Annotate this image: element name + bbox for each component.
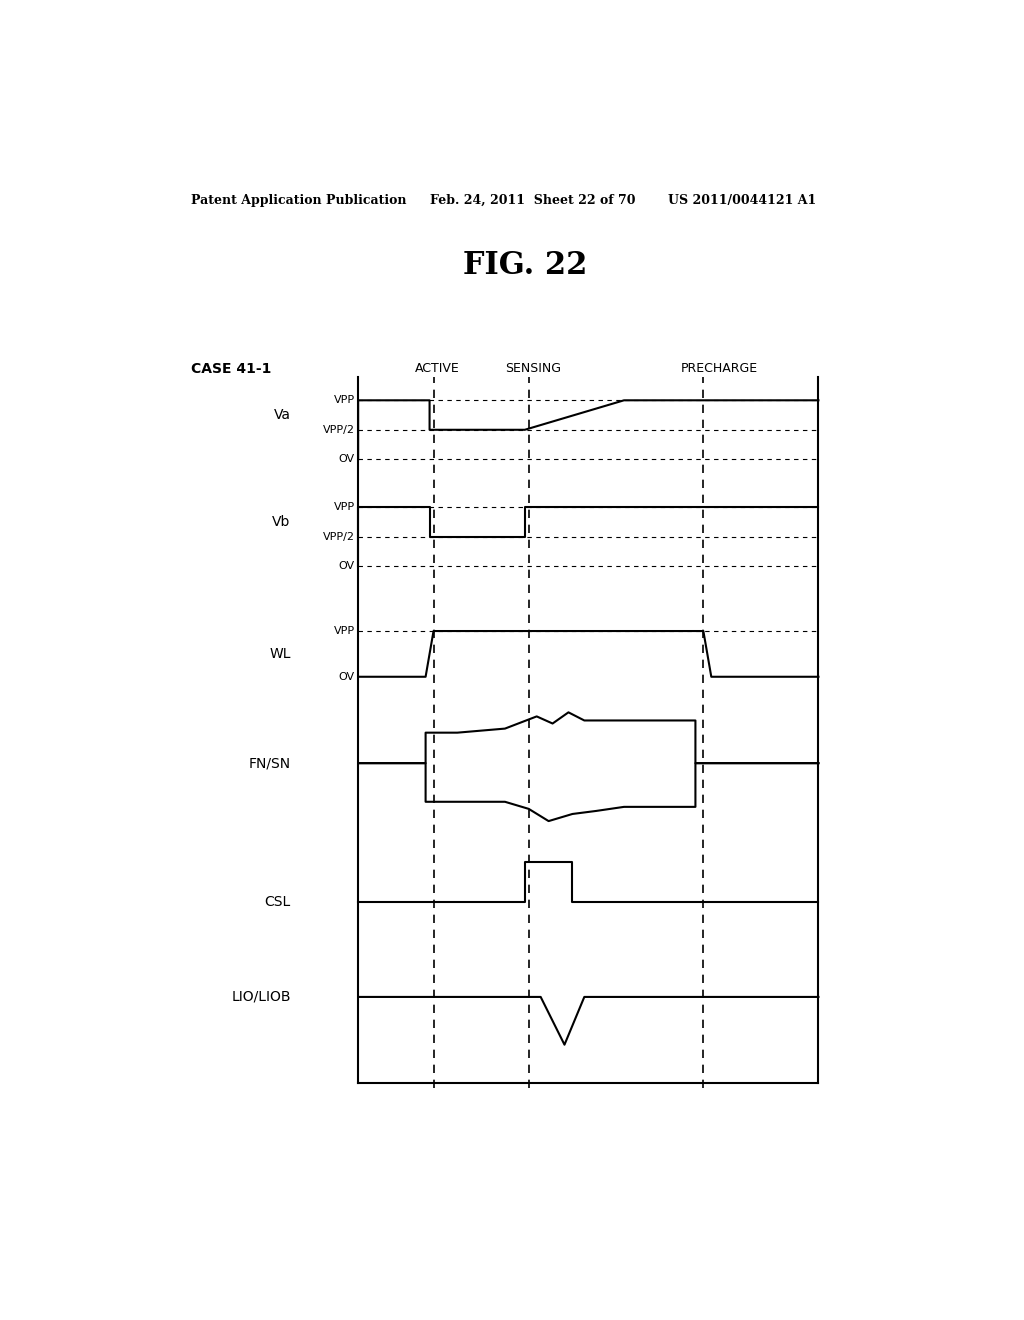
Text: Feb. 24, 2011  Sheet 22 of 70: Feb. 24, 2011 Sheet 22 of 70: [430, 194, 635, 207]
Text: VPP: VPP: [334, 626, 355, 636]
Text: VPP: VPP: [334, 395, 355, 405]
Text: Patent Application Publication: Patent Application Publication: [191, 194, 407, 207]
Text: FN/SN: FN/SN: [249, 756, 291, 770]
Text: OV: OV: [339, 561, 355, 572]
Text: ACTIVE: ACTIVE: [415, 362, 460, 375]
Text: VPP/2: VPP/2: [323, 532, 355, 541]
Text: LIO/LIOB: LIO/LIOB: [231, 990, 291, 1005]
Text: VPP/2: VPP/2: [323, 425, 355, 434]
Text: Vb: Vb: [272, 515, 291, 529]
Text: SENSING: SENSING: [505, 362, 561, 375]
Text: US 2011/0044121 A1: US 2011/0044121 A1: [668, 194, 816, 207]
Text: Va: Va: [273, 408, 291, 422]
Text: FIG. 22: FIG. 22: [463, 249, 587, 281]
Text: PRECHARGE: PRECHARGE: [681, 362, 758, 375]
Text: OV: OV: [339, 672, 355, 681]
Text: VPP: VPP: [334, 502, 355, 512]
Text: OV: OV: [339, 454, 355, 465]
Text: WL: WL: [269, 647, 291, 661]
Text: CASE 41-1: CASE 41-1: [191, 362, 271, 376]
Text: CSL: CSL: [264, 895, 291, 909]
